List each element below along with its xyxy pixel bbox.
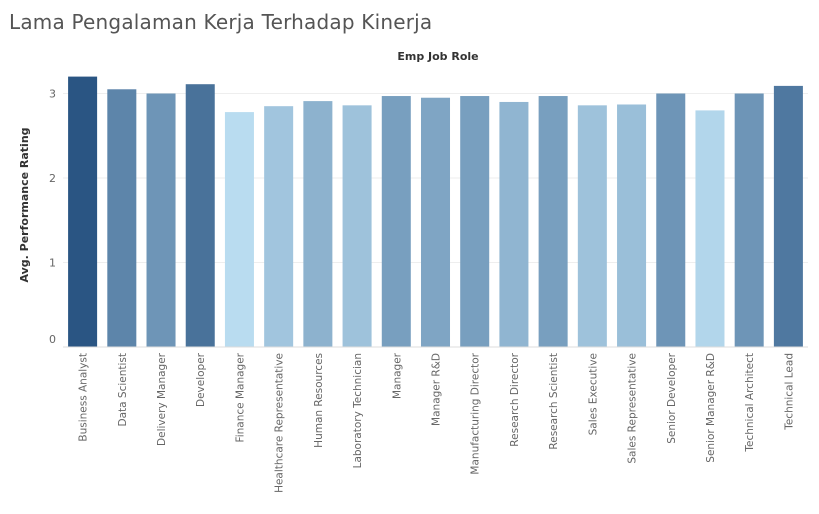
y-tick-label: 3 bbox=[49, 88, 56, 101]
x-tick-label: Developer bbox=[195, 352, 207, 407]
bar[interactable] bbox=[773, 85, 803, 348]
x-tick-label: Laboratory Technician bbox=[352, 353, 364, 468]
bar[interactable] bbox=[538, 96, 568, 347]
x-tick-label: Sales Executive bbox=[587, 353, 599, 435]
bar[interactable] bbox=[577, 105, 607, 347]
bar[interactable] bbox=[264, 106, 294, 347]
bar[interactable] bbox=[420, 97, 451, 347]
x-tick-label: Manager bbox=[391, 352, 403, 399]
bar[interactable] bbox=[107, 89, 137, 348]
bar[interactable] bbox=[656, 93, 686, 348]
bar[interactable] bbox=[381, 96, 411, 347]
x-tick-label: Healthcare Representative bbox=[274, 353, 286, 493]
chart-title: Lama Pengalaman Kerja Terhadap Kinerja bbox=[9, 10, 433, 34]
x-tick-label: Manufacturing Director bbox=[470, 352, 482, 474]
x-tick-label: Finance Manager bbox=[234, 352, 246, 442]
y-tick-label: 2 bbox=[49, 172, 56, 185]
x-tick-label: Delivery Manager bbox=[156, 352, 168, 446]
y-tick-label: 1 bbox=[49, 257, 56, 270]
y-axis-ticks: 0 1 2 3 bbox=[49, 88, 56, 347]
x-tick-label: Business Analyst bbox=[78, 353, 90, 442]
bar[interactable] bbox=[617, 104, 647, 347]
bar[interactable] bbox=[224, 112, 254, 347]
bars bbox=[68, 76, 803, 348]
x-tick-label: Senior Developer bbox=[666, 352, 678, 443]
x-tick-label: Research Director bbox=[509, 352, 521, 446]
bar[interactable] bbox=[68, 76, 98, 347]
bar[interactable] bbox=[185, 84, 215, 347]
x-tick-label: Human Resources bbox=[313, 353, 325, 448]
bar[interactable] bbox=[734, 93, 764, 348]
bar[interactable] bbox=[146, 93, 176, 348]
column-header-label: Emp Job Role bbox=[397, 50, 478, 63]
x-tick-label: Manager R&D bbox=[431, 353, 443, 426]
bar[interactable] bbox=[303, 101, 333, 347]
x-tick-label: Research Scientist bbox=[548, 353, 560, 450]
x-tick-label: Sales Representative bbox=[627, 353, 639, 464]
x-tick-label: Data Scientist bbox=[117, 353, 129, 427]
bar[interactable] bbox=[499, 101, 529, 347]
bar[interactable] bbox=[695, 110, 725, 348]
x-tick-label: Technical Architect bbox=[744, 353, 756, 453]
y-axis-title: Avg. Performance Rating bbox=[18, 127, 31, 282]
x-axis-labels: Business Analyst Data Scientist Delivery M… bbox=[78, 352, 796, 493]
x-tick-label: Technical Lead bbox=[783, 353, 795, 431]
bar[interactable] bbox=[342, 105, 372, 347]
x-tick-label: Senior Manager R&D bbox=[705, 353, 717, 463]
y-tick-label: 0 bbox=[49, 333, 56, 346]
bar[interactable] bbox=[460, 96, 490, 347]
